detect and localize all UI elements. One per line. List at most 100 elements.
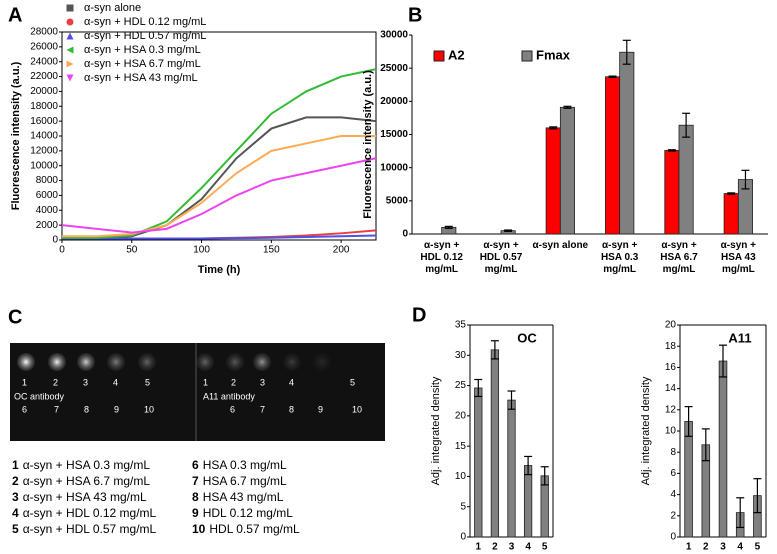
chart-title: OC bbox=[517, 330, 537, 345]
spot-label: 2 bbox=[231, 377, 236, 387]
legend-label: α-syn + HSA 6.7 mg/mL bbox=[84, 58, 201, 70]
spot-label: 2 bbox=[53, 377, 58, 387]
y-tick-label: 12000 bbox=[30, 145, 58, 156]
x-tick-label: 3 bbox=[509, 542, 515, 553]
legend-text: α-syn + HDL 0.57 mg/mL bbox=[23, 522, 157, 536]
y-tick-label: 35 bbox=[455, 320, 467, 331]
blot-spot bbox=[48, 353, 66, 371]
y-tick-label: 20 bbox=[455, 410, 467, 421]
y-tick-label: 0 bbox=[670, 532, 676, 543]
antibody-label: OC antibody bbox=[14, 391, 65, 401]
legend-label: α-syn alone bbox=[84, 2, 141, 14]
y-tick-label: 8 bbox=[670, 447, 676, 458]
error-bar bbox=[622, 39, 631, 65]
y-tick-label: 18000 bbox=[30, 101, 58, 112]
legend-number: 6 bbox=[192, 458, 199, 472]
x-tick-label: 3 bbox=[720, 542, 726, 553]
x-tick-label: 1 bbox=[686, 542, 692, 553]
legend-number: 7 bbox=[192, 474, 199, 488]
legend-text: HSA 43 mg/mL bbox=[203, 490, 284, 504]
legend-text: α-syn + HSA 43 mg/mL bbox=[23, 490, 147, 504]
error-bar bbox=[741, 169, 750, 190]
legend-label: α-syn + HSA 43 mg/mL bbox=[84, 72, 198, 84]
panel-label: B bbox=[408, 4, 422, 26]
error-bar bbox=[667, 149, 676, 152]
legend-marker bbox=[66, 60, 74, 68]
legend-entry: 4 α-syn + HDL 0.12 mg/mL bbox=[12, 506, 157, 520]
legend-marker bbox=[66, 46, 74, 54]
spot-label: 3 bbox=[260, 377, 265, 387]
spot-label: 3 bbox=[83, 377, 88, 387]
legend-number: 1 bbox=[12, 458, 19, 472]
bar bbox=[684, 421, 693, 538]
legend-number: 4 bbox=[12, 506, 19, 520]
spot-label: 4 bbox=[289, 377, 294, 387]
blot-spot bbox=[226, 353, 244, 371]
y-tick-label: 5000 bbox=[386, 195, 409, 206]
error-bar bbox=[701, 428, 710, 462]
y-tick-label: 24000 bbox=[30, 56, 58, 67]
x-tick-label: 4 bbox=[737, 542, 743, 553]
x-tick-label: 150 bbox=[263, 245, 280, 256]
legend-text: α-syn + HDL 0.12 mg/mL bbox=[23, 506, 157, 520]
y-tick-label: 4000 bbox=[36, 205, 59, 216]
data-line bbox=[62, 116, 377, 239]
bar bbox=[619, 51, 635, 235]
error-bar bbox=[719, 344, 727, 378]
legend-entry: 10 HDL 0.57 mg/mL bbox=[192, 522, 300, 536]
data-line bbox=[61, 157, 377, 234]
legend-text: HDL 0.57 mg/mL bbox=[209, 522, 300, 536]
legend-marker bbox=[66, 18, 74, 26]
y-tick-label: 18 bbox=[665, 341, 677, 352]
bar bbox=[559, 106, 575, 235]
blot-spot bbox=[138, 353, 156, 371]
error-bar bbox=[549, 126, 558, 130]
blot-spot bbox=[17, 353, 35, 371]
legend-entry: 1 α-syn + HSA 0.3 mg/mL bbox=[12, 458, 150, 472]
y-tick-label: 5 bbox=[460, 501, 466, 512]
error-bar bbox=[504, 229, 513, 232]
bar bbox=[507, 399, 516, 538]
data-line bbox=[62, 68, 377, 239]
legend-text: HSA 0.3 mg/mL bbox=[203, 458, 287, 472]
spot-label: 5 bbox=[350, 377, 355, 387]
legend-label: Fmax bbox=[536, 47, 571, 62]
panel-label: D bbox=[412, 304, 426, 326]
chart-title: A11 bbox=[728, 330, 751, 345]
bar bbox=[605, 76, 621, 235]
bar bbox=[678, 124, 694, 235]
error-bar bbox=[540, 466, 549, 486]
y-tick-label: 20 bbox=[665, 320, 677, 331]
error-bar bbox=[682, 112, 691, 138]
legend-text: HSA 6.7 mg/mL bbox=[203, 474, 287, 488]
y-tick-label: 4 bbox=[670, 489, 676, 500]
x-axis-label: Time (h) bbox=[198, 264, 241, 276]
legend-marker bbox=[66, 32, 74, 40]
error-bar bbox=[444, 225, 453, 229]
y-axis-label: Fluorescence intensity (a.u.) bbox=[362, 70, 374, 219]
legend-label: α-syn + HSA 0.3 mg/mL bbox=[84, 44, 201, 56]
y-tick-label: 15000 bbox=[380, 129, 408, 140]
y-tick-label: 2 bbox=[670, 510, 676, 521]
bar bbox=[723, 193, 739, 235]
legend-swatch bbox=[433, 50, 445, 62]
legend-number: 3 bbox=[12, 490, 19, 504]
legend-label: α-syn + HDL 0.12 mg/mL bbox=[84, 16, 206, 28]
y-tick-label: 0 bbox=[460, 532, 466, 543]
error-bar bbox=[736, 497, 745, 529]
spot-label: 4 bbox=[113, 377, 118, 387]
x-tick-label: 5 bbox=[755, 542, 761, 553]
legend-marker bbox=[66, 4, 74, 12]
error-bar bbox=[608, 75, 617, 79]
legend-label: α-syn + HDL 0.57 mg/mL bbox=[84, 30, 206, 42]
blot-spot bbox=[77, 353, 95, 371]
x-tick-label: 50 bbox=[126, 245, 138, 256]
x-tick-label: α-syn + HDL 0.57 mg/mL bbox=[479, 240, 523, 275]
y-tick-label: 16000 bbox=[30, 116, 58, 127]
spot-label: 6 bbox=[22, 404, 27, 414]
legend-entry: 5 α-syn + HDL 0.57 mg/mL bbox=[12, 522, 157, 536]
y-tick-label: 10 bbox=[665, 426, 677, 437]
y-tick-label: 15 bbox=[455, 441, 467, 452]
y-tick-label: 12 bbox=[665, 404, 677, 415]
